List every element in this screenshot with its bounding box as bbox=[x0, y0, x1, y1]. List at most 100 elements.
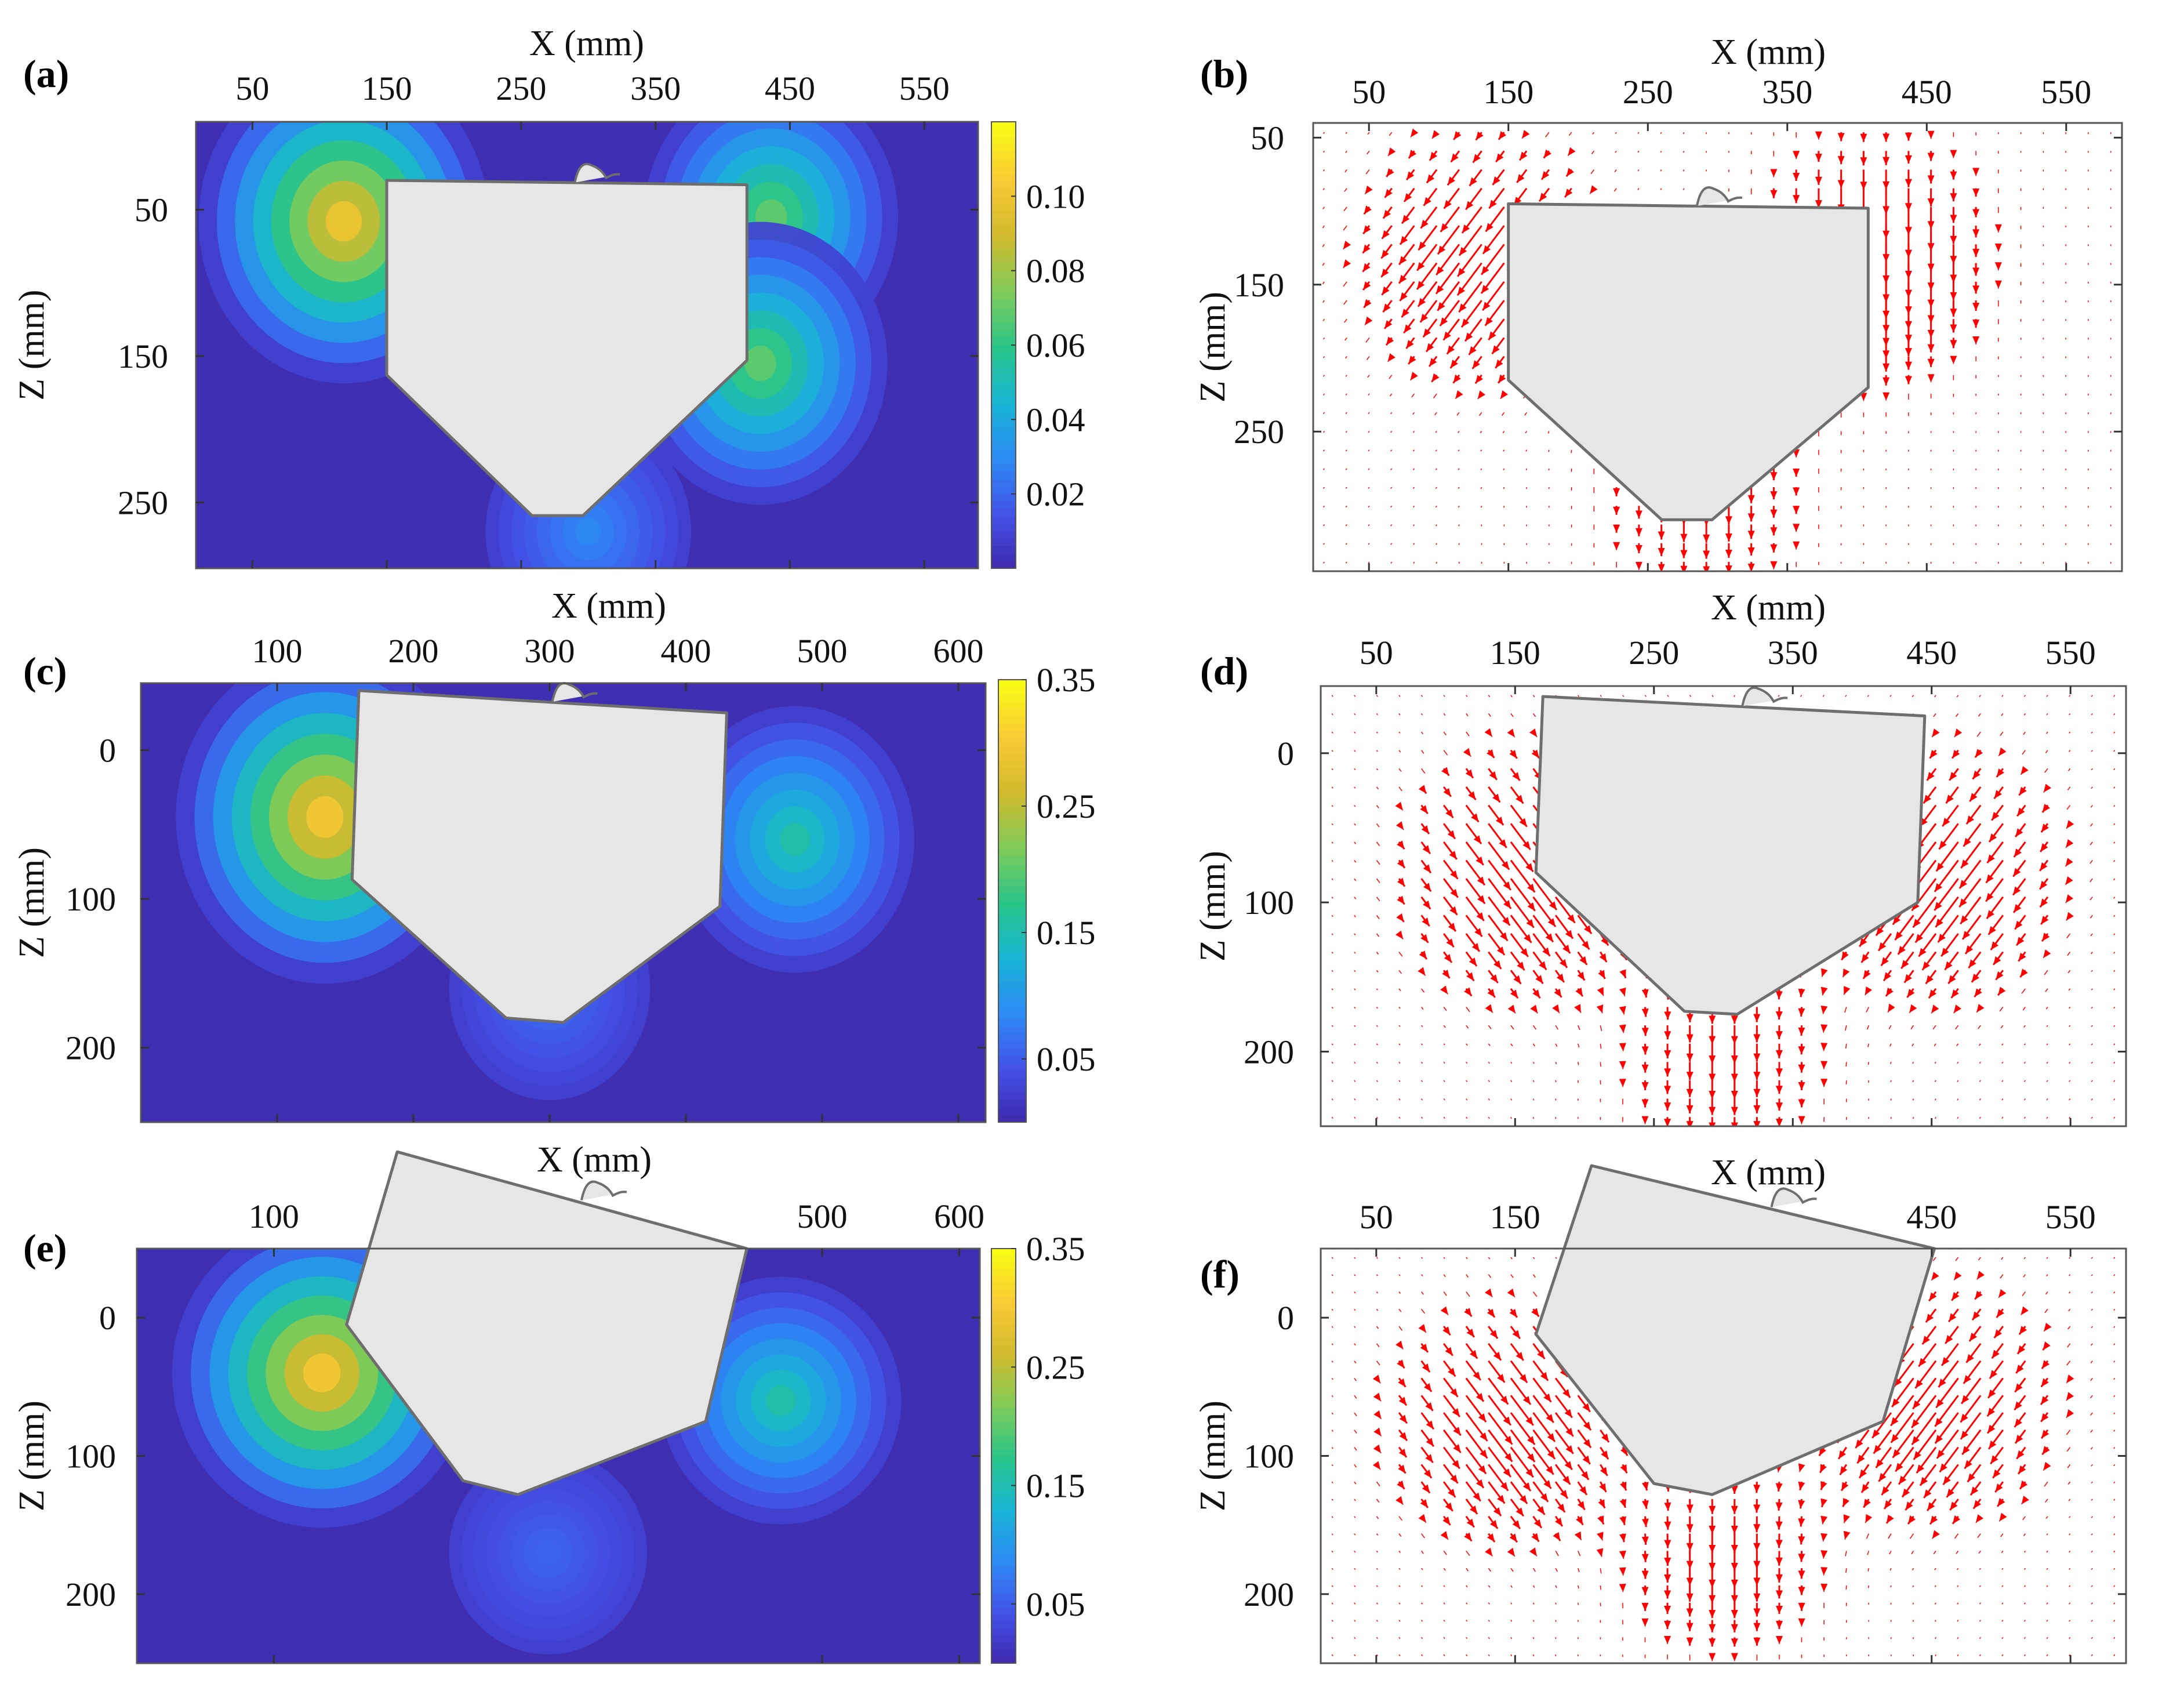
vector-arrow bbox=[1956, 1043, 1959, 1046]
vector-arrowhead bbox=[1883, 133, 1890, 142]
vector-arrow bbox=[1322, 430, 1325, 433]
vector-arrow bbox=[1466, 1080, 1468, 1082]
vector-arrow bbox=[1398, 1585, 1401, 1587]
vector-arrowhead bbox=[1365, 316, 1373, 325]
vector-arrowhead bbox=[1505, 1453, 1513, 1462]
vector-arrowhead bbox=[1476, 1392, 1484, 1402]
vector-arrow bbox=[2067, 1326, 2071, 1330]
vector-arrowhead bbox=[1476, 1479, 1484, 1488]
colorbar-segment bbox=[991, 204, 1016, 212]
vector-arrow bbox=[1532, 1585, 1535, 1588]
vector-arrow bbox=[1331, 1481, 1333, 1484]
vector-arrowhead bbox=[1959, 880, 1968, 888]
vector-arrow bbox=[2113, 915, 2116, 917]
colorbar-segment bbox=[998, 1070, 1026, 1079]
vector-arrow bbox=[1322, 132, 1325, 134]
vector-arrowhead bbox=[1798, 1046, 1805, 1055]
vector-arrow bbox=[1466, 1654, 1468, 1656]
vector-arrowhead bbox=[1529, 728, 1538, 737]
vector-arrow bbox=[1421, 1568, 1423, 1570]
vector-arrowhead bbox=[1503, 1416, 1511, 1425]
vector-arrowhead bbox=[1445, 809, 1453, 818]
vector-arrowhead bbox=[1798, 1099, 1805, 1108]
vector-arrow bbox=[1421, 1308, 1425, 1314]
vector-arrowhead bbox=[1994, 262, 2002, 271]
colorbar-tick-label: 0.08 bbox=[1026, 252, 1085, 290]
vector-arrow bbox=[1443, 1637, 1445, 1639]
vector-arrow bbox=[1711, 695, 1714, 697]
vector-arrowhead bbox=[1503, 881, 1511, 890]
vector-arrow bbox=[1354, 1602, 1356, 1605]
vector-arrowhead bbox=[1664, 1050, 1671, 1059]
vector-arrowhead bbox=[1489, 1520, 1498, 1529]
colorbar-segment bbox=[991, 449, 1016, 458]
vector-arrowhead bbox=[1931, 1272, 1939, 1280]
vector-arrow bbox=[1421, 1025, 1423, 1028]
vector-arrowhead bbox=[1899, 1475, 1907, 1485]
vector-arrowhead bbox=[1418, 1324, 1426, 1333]
vector-arrow bbox=[2090, 1361, 2093, 1363]
vector-arrow bbox=[2046, 1585, 2048, 1587]
vector-arrow bbox=[1466, 1274, 1469, 1278]
heatmap-hotspot bbox=[535, 1540, 561, 1566]
vector-arrowhead bbox=[1731, 1638, 1738, 1647]
vector-arrowhead bbox=[1533, 1519, 1542, 1528]
vector-arrow bbox=[2091, 786, 2093, 789]
vector-arrow bbox=[1354, 1430, 1357, 1434]
vector-arrowhead bbox=[1972, 336, 1980, 344]
vector-arrow bbox=[1592, 132, 1594, 135]
vector-arrowhead bbox=[2066, 820, 2074, 829]
colorbar-segment bbox=[991, 1269, 1016, 1277]
vector-arrowhead bbox=[1820, 1043, 1828, 1051]
vector-arrowhead bbox=[1619, 1516, 1627, 1525]
colorbar-segment bbox=[991, 307, 1016, 316]
vector-arrow bbox=[1458, 430, 1460, 433]
vector-arrow bbox=[2001, 1043, 2004, 1046]
vector-arrowhead bbox=[1429, 358, 1437, 367]
vector-arrowhead bbox=[1996, 768, 2005, 777]
vector-arrowhead bbox=[1939, 840, 1947, 850]
vector-arrow bbox=[1510, 1568, 1514, 1572]
vector-arrow bbox=[1421, 1602, 1423, 1605]
body-bump bbox=[573, 162, 620, 183]
vector-arrow bbox=[1398, 713, 1401, 716]
vector-arrowhead bbox=[1503, 1468, 1511, 1477]
vector-arrowhead bbox=[1560, 1490, 1568, 1499]
vector-arrow bbox=[1957, 1061, 1959, 1064]
vector-arrow bbox=[1331, 841, 1333, 844]
vector-arrowhead bbox=[2044, 1323, 2052, 1332]
x-tick-label: 150 bbox=[362, 70, 412, 107]
vector-arrowhead bbox=[1966, 815, 1975, 825]
vector-arrowhead bbox=[1547, 918, 1556, 927]
vector-arrow bbox=[1510, 1080, 1513, 1082]
vector-arrow bbox=[2113, 1274, 2116, 1276]
colorbar-segment bbox=[998, 938, 1026, 946]
vector-arrow bbox=[2091, 713, 2093, 716]
vector-arrowhead bbox=[1731, 1595, 1738, 1603]
vector-arrowhead bbox=[1525, 863, 1533, 872]
vector-arrowhead bbox=[1567, 914, 1575, 923]
vector-arrowhead bbox=[1431, 373, 1440, 382]
x-tick-label: 500 bbox=[797, 1198, 848, 1235]
vector-arrow bbox=[1354, 1043, 1356, 1046]
vector-arrow bbox=[1480, 468, 1482, 470]
vector-arrowhead bbox=[1798, 1008, 1805, 1017]
vector-arrowhead bbox=[1905, 1501, 1913, 1511]
colorbar-segment bbox=[991, 1608, 1016, 1616]
vector-arrow bbox=[1376, 1499, 1380, 1503]
vector-arrow bbox=[1354, 1585, 1356, 1587]
y-tick-label: 50 bbox=[135, 191, 168, 228]
vector-arrowhead bbox=[1343, 241, 1351, 249]
vector-arrowhead bbox=[1422, 917, 1430, 927]
body-outline bbox=[1507, 202, 1870, 521]
x-axis-label: X (mm) bbox=[1711, 1153, 1826, 1192]
vector-arrow bbox=[1458, 449, 1460, 452]
vector-arrowhead bbox=[1972, 168, 1980, 176]
colorbar-segment bbox=[991, 1325, 1016, 1332]
vector-arrowhead bbox=[1901, 960, 1909, 969]
colorbar-segment bbox=[998, 1026, 1026, 1035]
vector-arrowhead bbox=[1448, 1367, 1456, 1377]
vector-arrow bbox=[1466, 713, 1469, 717]
vector-arrow bbox=[2045, 750, 2048, 753]
vector-arrow bbox=[2091, 1080, 2093, 1082]
